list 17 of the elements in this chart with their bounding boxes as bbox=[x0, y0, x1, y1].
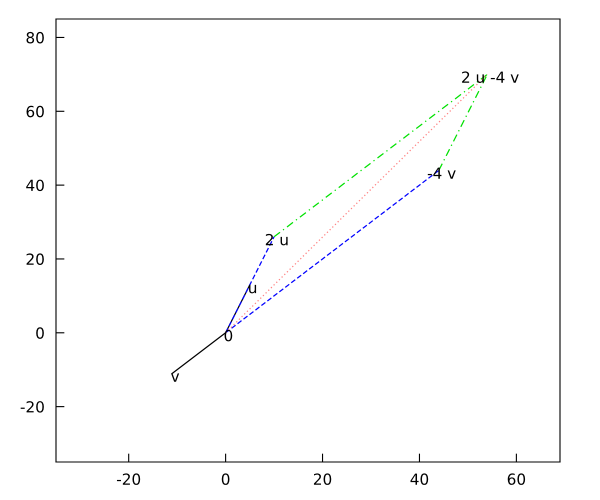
x-tick-label: 40 bbox=[410, 473, 428, 485]
annotation: 0 bbox=[224, 330, 232, 342]
annotation: -4 v bbox=[428, 168, 456, 179]
y-tick-label: 80 bbox=[26, 32, 44, 44]
y-tick-label: 40 bbox=[26, 180, 44, 192]
y-tick-label: 0 bbox=[36, 327, 44, 339]
y-tick-label: 60 bbox=[26, 106, 44, 118]
annotation: 2 u -4 v bbox=[462, 71, 519, 83]
annotation: 2 u bbox=[266, 234, 288, 246]
y-tick-label: 20 bbox=[26, 253, 44, 265]
annotation: u bbox=[249, 284, 256, 294]
x-tick-label: 60 bbox=[508, 473, 526, 485]
x-tick-label: -20 bbox=[116, 473, 140, 485]
y-tick-label: -20 bbox=[20, 401, 44, 413]
x-tick-label: 0 bbox=[222, 473, 230, 485]
annotation: v bbox=[171, 373, 180, 382]
x-tick-label: 20 bbox=[314, 473, 332, 485]
